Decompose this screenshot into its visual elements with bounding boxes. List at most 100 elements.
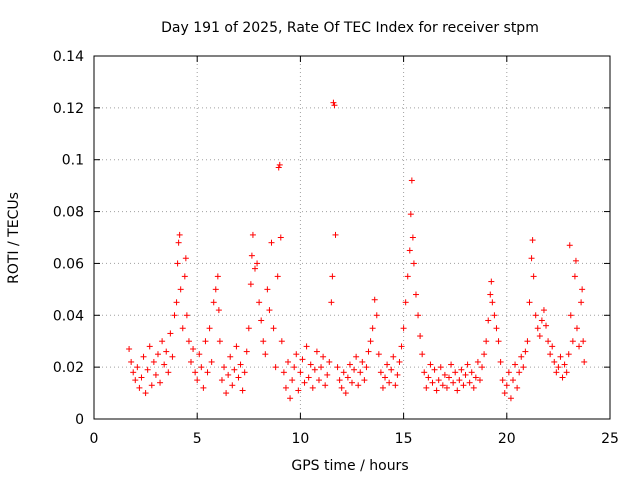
data-point (157, 379, 164, 386)
data-point (493, 325, 500, 332)
data-point (363, 364, 370, 371)
data-points (126, 99, 588, 402)
data-point (126, 345, 133, 352)
data-point (439, 382, 446, 389)
data-point (275, 164, 282, 171)
data-point (313, 348, 320, 355)
data-point (456, 377, 463, 384)
x-tick-label: 25 (601, 431, 619, 447)
data-point (349, 379, 355, 386)
data-point (454, 387, 461, 394)
data-point (429, 379, 436, 386)
data-point (547, 351, 554, 358)
data-point (176, 231, 183, 238)
data-point (501, 390, 508, 397)
data-point (524, 338, 531, 345)
data-point (303, 343, 310, 350)
data-point (516, 369, 523, 376)
data-point (307, 361, 314, 368)
data-point (329, 273, 336, 280)
data-point (375, 351, 382, 358)
data-point (235, 374, 242, 381)
data-point (174, 260, 181, 267)
data-point (367, 338, 374, 345)
data-point (210, 299, 217, 306)
data-point (227, 353, 234, 360)
data-point (150, 358, 157, 365)
data-point (248, 252, 255, 259)
data-point (287, 395, 294, 402)
data-point (163, 348, 170, 355)
data-point (305, 374, 312, 381)
y-axis-label: ROTI / TECUs (6, 192, 22, 284)
data-point (200, 384, 207, 391)
data-point (359, 358, 366, 365)
y-tick-label: 0.14 (53, 49, 84, 65)
data-point (351, 366, 358, 373)
data-point (140, 353, 147, 360)
data-point (555, 364, 562, 371)
data-point (161, 361, 168, 368)
data-point (566, 242, 573, 249)
data-point (433, 387, 440, 394)
data-point (262, 351, 269, 358)
data-point (285, 358, 292, 365)
data-point (565, 351, 572, 358)
data-point (415, 312, 422, 319)
data-point (330, 99, 337, 106)
data-point (404, 273, 411, 280)
data-point (256, 299, 263, 306)
data-point (206, 325, 213, 332)
data-point (382, 374, 389, 381)
data-point (394, 371, 401, 378)
data-point (154, 351, 161, 358)
data-point (324, 371, 331, 378)
data-point (159, 338, 166, 345)
data-point (474, 358, 481, 365)
data-point (580, 338, 587, 345)
data-point (318, 364, 325, 371)
data-point (357, 369, 364, 376)
data-point (258, 317, 265, 324)
data-point (167, 330, 174, 337)
data-point (518, 353, 525, 360)
data-point (406, 247, 413, 254)
data-point (407, 211, 414, 218)
data-point (365, 348, 372, 355)
data-point (581, 358, 588, 365)
data-point (400, 325, 407, 332)
data-point (450, 379, 457, 386)
data-point (369, 325, 376, 332)
data-point (315, 377, 322, 384)
data-point (291, 364, 298, 371)
data-point (289, 377, 296, 384)
data-point (152, 371, 159, 378)
data-point (280, 369, 287, 376)
data-point (311, 366, 318, 373)
data-point (295, 387, 302, 394)
data-point (194, 377, 201, 384)
y-axis: 0 0.02 0.04 0.06 0.08 0.1 0.12 0.14 (53, 49, 610, 428)
data-point (264, 286, 271, 293)
data-point (526, 299, 533, 306)
data-point (260, 338, 267, 345)
data-point (214, 273, 221, 280)
data-point (543, 322, 550, 329)
data-point (169, 353, 176, 360)
data-point (190, 345, 197, 352)
data-point (545, 338, 552, 345)
data-point (254, 260, 261, 267)
data-point (249, 231, 256, 238)
data-point (559, 374, 566, 381)
data-point (301, 379, 308, 386)
data-point (520, 364, 527, 371)
data-point (136, 384, 143, 391)
data-point (408, 177, 415, 184)
data-point (573, 325, 580, 332)
data-point (553, 369, 560, 376)
data-point (320, 353, 327, 360)
y-tick-label: 0.08 (53, 205, 84, 221)
data-point (410, 260, 417, 267)
data-point (487, 291, 494, 298)
data-point (270, 325, 277, 332)
